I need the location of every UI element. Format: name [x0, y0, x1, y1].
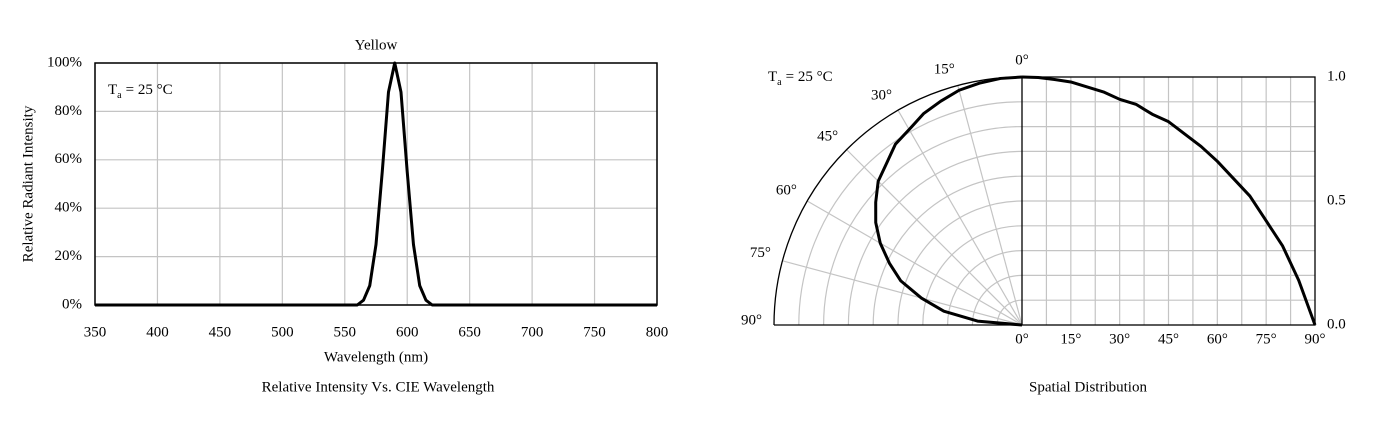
y-axis-label: Relative Radiant Intensity — [20, 105, 36, 262]
polar-spoke — [782, 260, 1023, 326]
plot-frame — [1021, 76, 1316, 326]
annotation-symbol: T — [768, 69, 777, 85]
x-tick-label: 0° — [1015, 331, 1029, 347]
x-tick-label: 600 — [396, 324, 419, 340]
annotation: Ta = 25 °C — [108, 82, 173, 101]
x-tick-label: 75° — [1256, 331, 1277, 347]
angle-label: 60° — [776, 182, 797, 198]
angle-label: 90° — [741, 312, 762, 328]
x-tick-label: 400 — [146, 324, 169, 340]
annotation-subscript: a — [777, 77, 782, 88]
x-tick-label: 550 — [334, 324, 357, 340]
x-tick-label: 700 — [521, 324, 544, 340]
y-tick-label: 100% — [47, 54, 82, 70]
y-tick-label: 0.5 — [1327, 192, 1346, 208]
angle-label: 30° — [871, 87, 892, 103]
y-tick-label: 40% — [55, 200, 83, 216]
angle-label: 15° — [934, 61, 955, 77]
angle-label: 0° — [1015, 52, 1029, 68]
polar-spoke — [897, 109, 1023, 326]
annotation-text: = 25 °C — [126, 82, 173, 98]
annotation: Ta = 25 °C — [768, 69, 833, 88]
polar-frame — [773, 76, 1023, 326]
annotation-symbol: T — [108, 82, 117, 98]
x-tick-label: 450 — [209, 324, 232, 340]
polar-spoke — [957, 85, 1023, 326]
annotation-subscript: a — [117, 90, 122, 101]
polar-curve — [874, 75, 1023, 327]
y-tick-label: 80% — [55, 103, 83, 119]
plot-frame — [94, 62, 658, 306]
chart-title: Yellow — [355, 37, 398, 53]
angle-label: 75° — [750, 245, 771, 261]
y-tick-label: 1.0 — [1327, 68, 1346, 84]
angle-label: 45° — [817, 129, 838, 145]
polar-spoke — [806, 200, 1023, 326]
y-tick-label: 60% — [55, 151, 83, 167]
x-tick-label: 650 — [458, 324, 481, 340]
chart-caption: Spatial Distribution — [1029, 379, 1147, 395]
x-tick-label: 60° — [1207, 331, 1228, 347]
y-tick-label: 0% — [62, 296, 82, 312]
x-tick-label: 350 — [84, 324, 107, 340]
polar-spoke — [846, 149, 1023, 326]
x-tick-label: 15° — [1060, 331, 1081, 347]
chart-caption: Relative Intensity Vs. CIE Wavelength — [262, 379, 495, 395]
x-tick-label: 750 — [583, 324, 606, 340]
y-tick-label: 20% — [55, 248, 83, 264]
x-tick-label: 500 — [271, 324, 294, 340]
x-tick-label: 30° — [1109, 331, 1130, 347]
annotation-text: = 25 °C — [786, 69, 833, 85]
y-tick-label: 0.0 — [1327, 316, 1346, 332]
data-line — [95, 61, 657, 307]
x-tick-label: 90° — [1305, 331, 1326, 347]
data-line — [1021, 75, 1317, 326]
x-tick-label: 45° — [1158, 331, 1179, 347]
x-tick-label: 800 — [646, 324, 669, 340]
x-axis-label: Wavelength (nm) — [324, 349, 428, 365]
